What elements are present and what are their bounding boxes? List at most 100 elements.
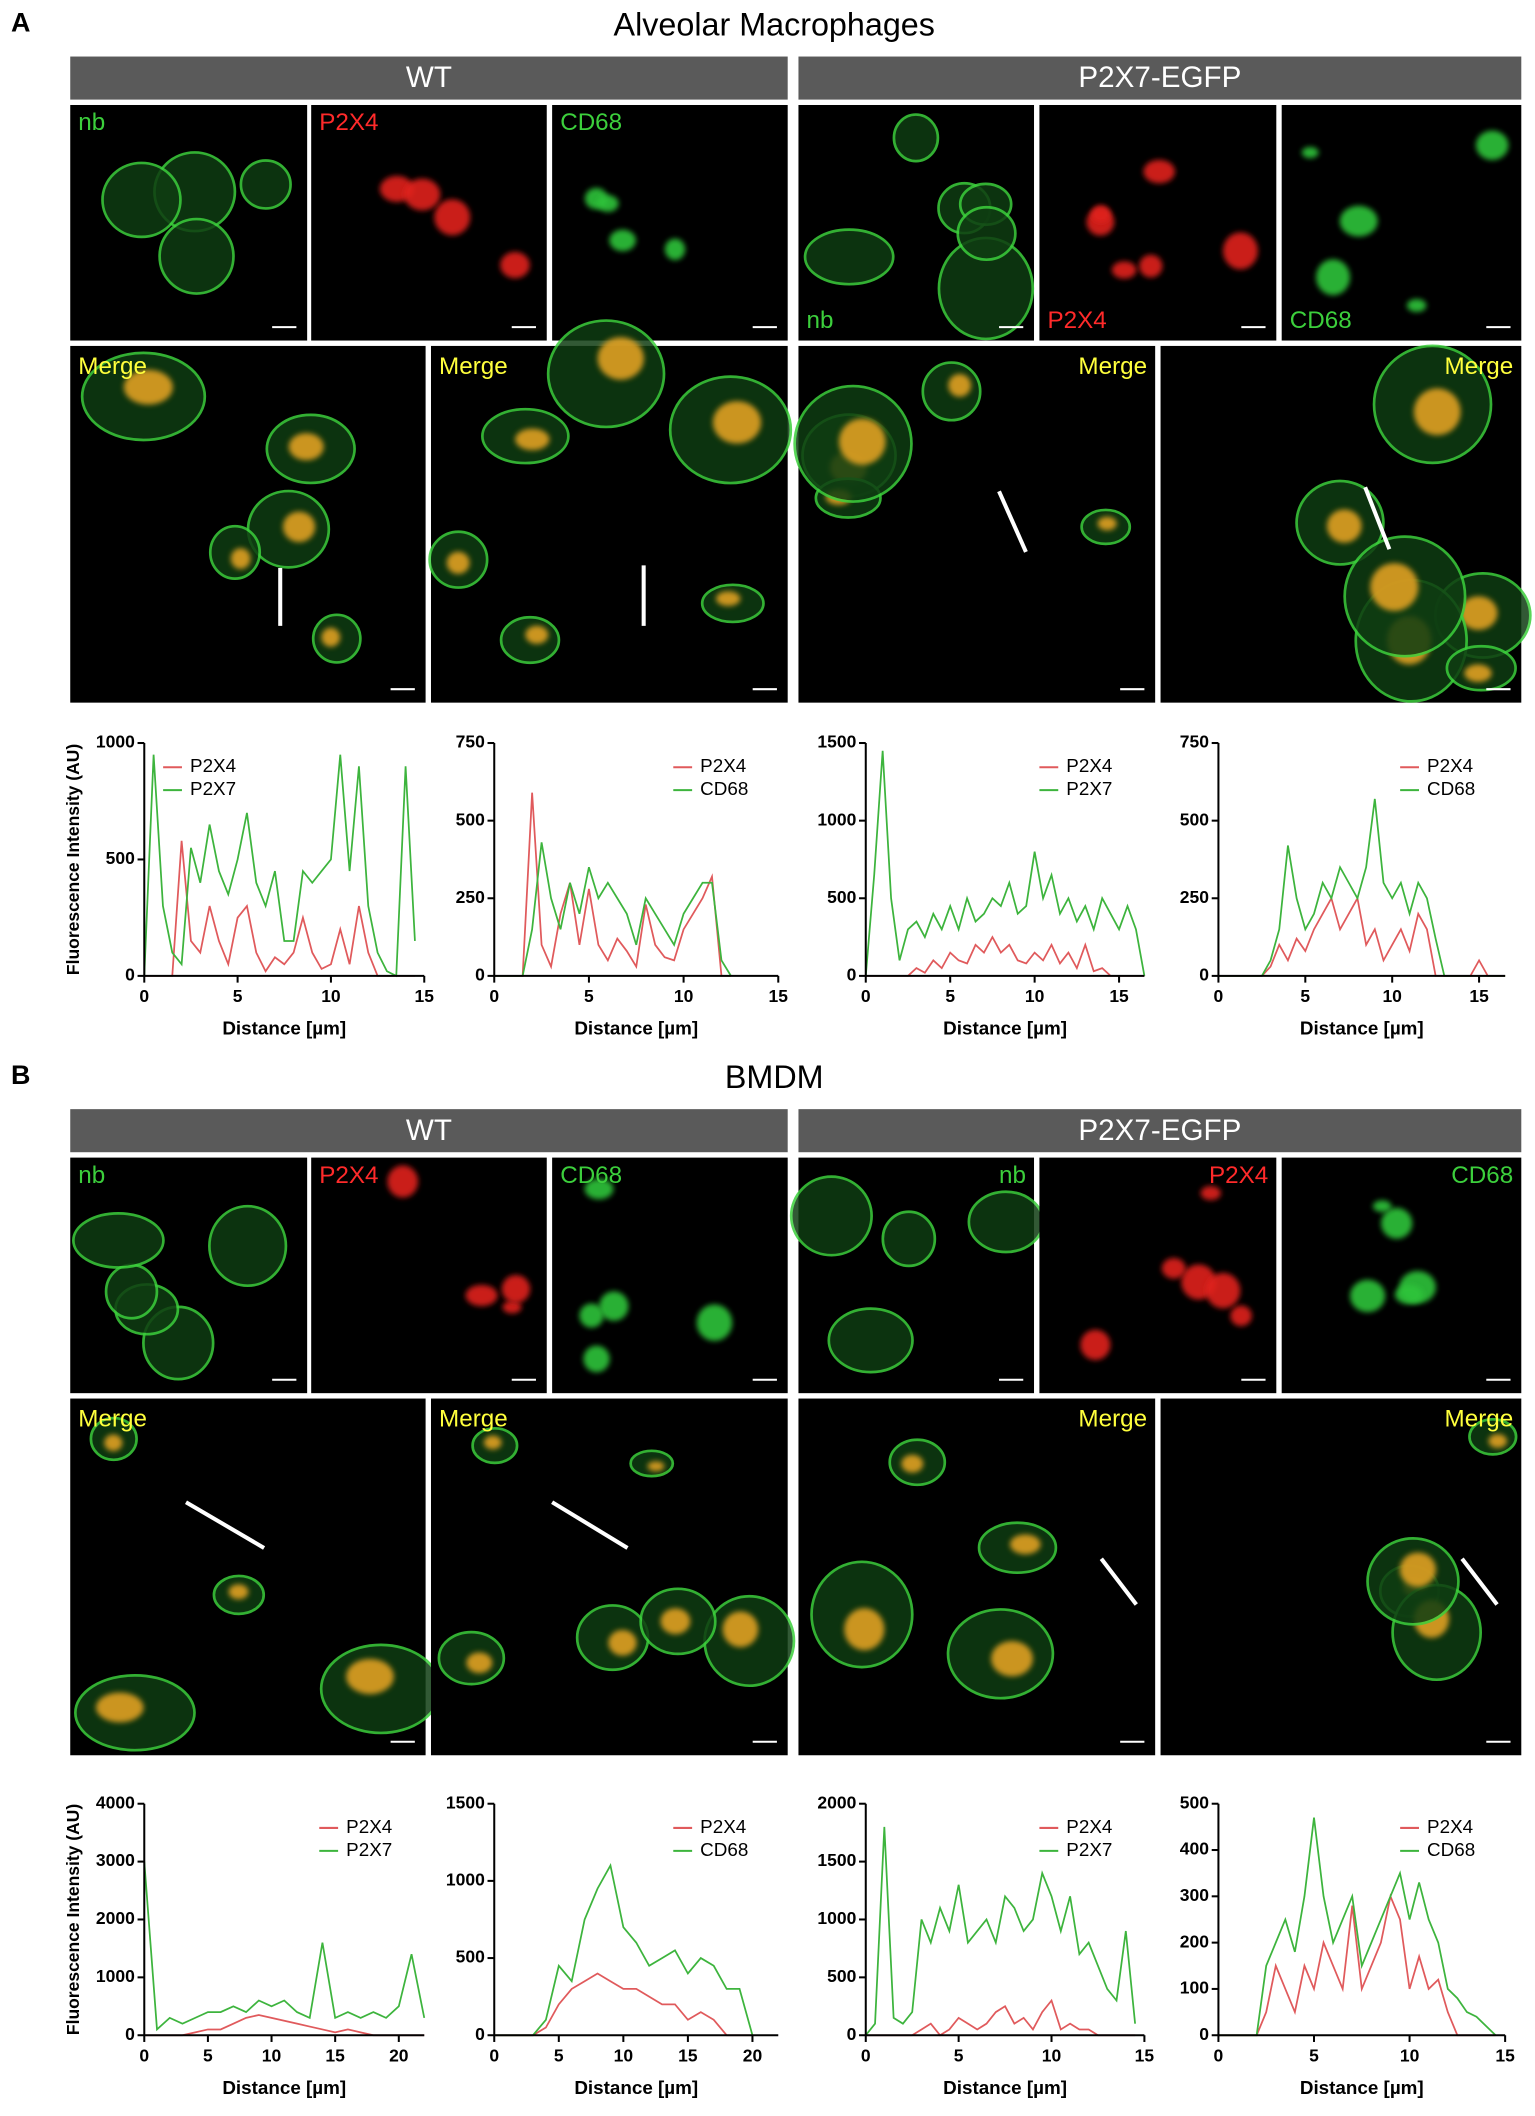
panel-title: BMDM: [725, 1059, 824, 1095]
x-tick-label: 10: [1400, 2045, 1419, 2065]
x-tick-label: 5: [1300, 986, 1310, 1006]
y-tick-label: 0: [1199, 965, 1209, 985]
spot: [1488, 1433, 1508, 1449]
y-tick-label: 0: [475, 2024, 485, 2044]
legend-label: CD68: [700, 1839, 748, 1860]
spot: [844, 1608, 885, 1651]
merge-label: Merge: [439, 1405, 508, 1432]
spot: [123, 369, 173, 405]
y-tick-label: 300: [1180, 1885, 1209, 1905]
x-axis-label: Distance [µm]: [574, 2077, 698, 2098]
micrograph: [311, 104, 547, 341]
spot: [387, 1165, 419, 1198]
channel-label: nb: [78, 109, 105, 136]
y-tick-label: 1000: [817, 809, 856, 829]
spot: [1316, 259, 1351, 296]
micrograph: [1039, 104, 1277, 341]
spot: [597, 337, 644, 380]
y-tick-label: 4000: [96, 1792, 135, 1812]
x-tick-label: 10: [262, 2045, 281, 2065]
y-tick-label: 2000: [96, 1908, 135, 1928]
spot: [501, 1274, 531, 1304]
group-header: [70, 1109, 788, 1153]
spot: [715, 591, 741, 607]
micrograph-content: [803, 113, 1035, 341]
x-tick-label: 10: [674, 986, 693, 1006]
group-header: [798, 56, 1522, 100]
micrograph-content: [1301, 130, 1511, 329]
spot: [664, 238, 686, 261]
y-tick-label: 750: [456, 732, 485, 752]
cell-outline: [104, 1263, 159, 1320]
micrograph: [311, 1157, 547, 1394]
x-axis-label: Distance [µm]: [222, 1018, 346, 1039]
data-line: [1218, 1893, 1496, 2037]
spot: [722, 1611, 759, 1648]
x-tick-label: 5: [1309, 2045, 1319, 2065]
y-tick-label: 2000: [817, 1792, 856, 1812]
profile-line: [1099, 1557, 1138, 1606]
cell-outline: [101, 161, 182, 239]
x-tick-label: 5: [954, 2045, 964, 2065]
channel-label: CD68: [560, 1162, 622, 1189]
y-tick-label: 1500: [817, 1850, 856, 1870]
profile-line: [1363, 486, 1392, 550]
profile-line: [1460, 1557, 1499, 1606]
y-tick-label: 250: [1180, 887, 1209, 907]
spot: [1301, 147, 1319, 159]
spot: [95, 1692, 144, 1723]
y-tick-label: 0: [1199, 2024, 1209, 2044]
spot: [1161, 1257, 1186, 1279]
y-tick-label: 1000: [96, 1966, 135, 1986]
legend-label: P2X7: [190, 778, 236, 799]
x-tick-label: 10: [614, 2045, 633, 2065]
spot: [948, 373, 972, 397]
spot: [609, 229, 636, 252]
merge-label: Merge: [1078, 1405, 1147, 1432]
micrograph-content: [1295, 344, 1532, 703]
data-line: [865, 1998, 1136, 2037]
y-tick-label: 0: [125, 2024, 135, 2044]
y-tick-label: 200: [1180, 1931, 1209, 1951]
spot: [465, 1284, 498, 1307]
micrograph-content: [74, 1416, 442, 1752]
spot: [608, 1629, 637, 1656]
merge-label: Merge: [1445, 353, 1514, 380]
spot: [1143, 159, 1175, 184]
data-line: [494, 842, 732, 977]
micrograph: [1281, 1157, 1522, 1394]
x-tick-label: 15: [325, 2045, 345, 2065]
cell-outline: [72, 1212, 165, 1269]
channel-label: CD68: [1451, 1162, 1513, 1189]
x-tick-label: 0: [861, 986, 871, 1006]
y-tick-label: 500: [456, 809, 485, 829]
x-axis-label: Distance [µm]: [1300, 2077, 1424, 2098]
cell-outline: [208, 1204, 288, 1288]
spot: [500, 251, 530, 279]
spot: [282, 511, 316, 543]
profile-line: [997, 490, 1028, 553]
x-tick-label: 20: [743, 2045, 762, 2065]
spot: [584, 1178, 614, 1200]
data-line: [865, 1826, 1136, 2036]
spot: [583, 1345, 610, 1373]
legend-label: P2X4: [1427, 1816, 1473, 1837]
spot: [466, 1652, 493, 1674]
legend-label: P2X4: [700, 755, 746, 776]
x-tick-label: 5: [233, 986, 243, 1006]
x-tick-label: 10: [1382, 986, 1401, 1006]
x-tick-label: 0: [139, 986, 149, 1006]
x-tick-label: 10: [321, 986, 340, 1006]
y-tick-label: 500: [1180, 1792, 1209, 1812]
x-tick-label: 10: [1025, 986, 1044, 1006]
channel-label: nb: [999, 1162, 1026, 1189]
spot: [647, 1461, 665, 1472]
micrograph-content: [80, 351, 415, 691]
x-tick-label: 0: [489, 986, 499, 1006]
x-tick-label: 5: [554, 2045, 564, 2065]
spot: [1097, 516, 1117, 531]
x-axis-label: Distance [µm]: [222, 2077, 346, 2098]
y-axis-label: Fluorescence Intensity (AU): [63, 1804, 83, 2035]
x-tick-label: 0: [1214, 986, 1224, 1006]
